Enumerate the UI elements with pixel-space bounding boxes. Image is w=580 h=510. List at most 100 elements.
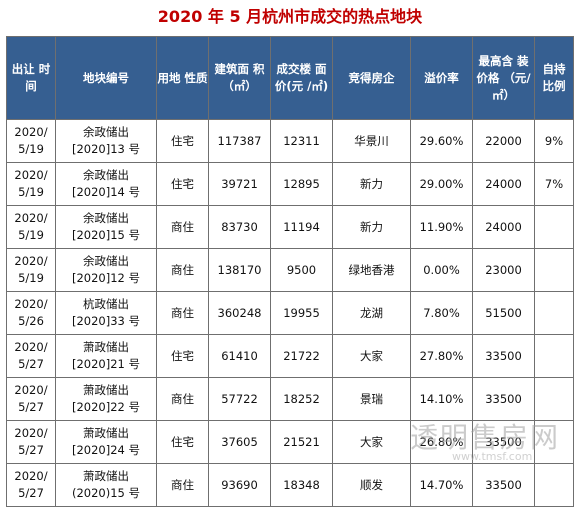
- cell-area: 61410: [208, 334, 271, 378]
- table-body: 2020/5/19 余政储出 [2020]13 号住宅 117387 12311 华景川 2…: [6, 119, 574, 507]
- cell-self-hold: 7%: [534, 162, 574, 206]
- cell-max-price: 22000: [472, 119, 535, 163]
- cell-use: 商住: [156, 205, 209, 249]
- cell-plot: 余政储出 [2020]14 号: [55, 162, 157, 206]
- cell-area: 83730: [208, 205, 271, 249]
- page-title: 2020 年 5 月杭州市成交的热点地块: [157, 7, 423, 26]
- cell-use: 商住: [156, 463, 209, 507]
- cell-plot: 萧政储出 [2020]21 号: [55, 334, 157, 378]
- cell-company: 大家: [332, 420, 411, 464]
- cell-plot: 萧政储出 [2020]24 号: [55, 420, 157, 464]
- header-row: 出让 时间 地块编号 用地 性质 建筑面 积（㎡） 成交楼 面价(元 /㎡) 竞…: [6, 36, 574, 120]
- cell-price: 12895: [270, 162, 333, 206]
- header-use: 用地 性质: [156, 36, 209, 120]
- table-row: 2020/5/19 余政储出 [2020]12 号商住 138170 9500 绿地香港 0…: [6, 248, 574, 292]
- header-date: 出让 时间: [6, 36, 56, 120]
- cell-self-hold: [534, 420, 574, 464]
- cell-date: 2020/5/19: [6, 248, 56, 292]
- table-row: 2020/5/27 萧政储出 [2020]22 号商住 57722 18252 景瑞 14.…: [6, 377, 574, 421]
- cell-company: 大家: [332, 334, 411, 378]
- cell-use: 商住: [156, 248, 209, 292]
- header-company: 竞得房企: [332, 36, 411, 120]
- cell-area: 57722: [208, 377, 271, 421]
- cell-plot: 萧政储出 (2020)15 号: [55, 463, 157, 507]
- cell-use: 住宅: [156, 119, 209, 163]
- cell-max-price: 33500: [472, 334, 535, 378]
- cell-date: 2020/5/19: [6, 162, 56, 206]
- table-row: 2020/5/19 余政储出 [2020]15 号商住 83730 11194 新力 11.…: [6, 205, 574, 249]
- cell-use: 商住: [156, 291, 209, 335]
- cell-plot: 余政储出 [2020]15 号: [55, 205, 157, 249]
- cell-date: 2020/5/26: [6, 291, 56, 335]
- cell-use: 住宅: [156, 334, 209, 378]
- cell-price: 18252: [270, 377, 333, 421]
- header-area: 建筑面 积（㎡）: [208, 36, 271, 120]
- cell-company: 华景川: [332, 119, 411, 163]
- cell-area: 93690: [208, 463, 271, 507]
- header-plot: 地块编号: [55, 36, 157, 120]
- table-row: 2020/5/19 余政储出 [2020]13 号住宅 117387 12311 华景川 2…: [6, 119, 574, 163]
- cell-area: 138170: [208, 248, 271, 292]
- cell-price: 11194: [270, 205, 333, 249]
- cell-self-hold: [534, 248, 574, 292]
- cell-self-hold: [534, 463, 574, 507]
- cell-price: 21722: [270, 334, 333, 378]
- cell-self-hold: [534, 334, 574, 378]
- cell-date: 2020/5/27: [6, 334, 56, 378]
- table-row: 2020/5/27 萧政储出 [2020]24 号住宅 37605 21521 大家 26.…: [6, 420, 574, 464]
- cell-max-price: 24000: [472, 205, 535, 249]
- cell-price: 12311: [270, 119, 333, 163]
- cell-premium: 14.70%: [410, 463, 473, 507]
- cell-date: 2020/5/19: [6, 205, 56, 249]
- cell-plot: 余政储出 [2020]12 号: [55, 248, 157, 292]
- cell-max-price: 23000: [472, 248, 535, 292]
- header-max-price: 最高含 装价格 （元/ ㎡）: [472, 36, 535, 120]
- cell-max-price: 51500: [472, 291, 535, 335]
- cell-use: 住宅: [156, 420, 209, 464]
- cell-company: 绿地香港: [332, 248, 411, 292]
- cell-date: 2020/5/19: [6, 119, 56, 163]
- table-row: 2020/5/19 余政储出 [2020]14 号住宅 39721 12895 新力 29.…: [6, 162, 574, 206]
- header-self-hold: 自持 比例: [534, 36, 574, 120]
- cell-plot: 余政储出 [2020]13 号: [55, 119, 157, 163]
- watermark-url: www.tmsf.com: [452, 450, 533, 463]
- cell-price: 18348: [270, 463, 333, 507]
- cell-plot: 杭政储出 [2020]33 号: [55, 291, 157, 335]
- cell-premium: 29.60%: [410, 119, 473, 163]
- cell-price: 9500: [270, 248, 333, 292]
- table-row: 2020/5/26 杭政储出 [2020]33 号商住 360248 19955 龙湖 7.…: [6, 291, 574, 335]
- cell-use: 商住: [156, 377, 209, 421]
- cell-area: 39721: [208, 162, 271, 206]
- table-row: 2020/5/27 萧政储出 (2020)15 号商住 93690 18348 顺发 14.…: [6, 463, 574, 507]
- cell-company: 新力: [332, 205, 411, 249]
- cell-premium: 0.00%: [410, 248, 473, 292]
- cell-premium: 26.80%: [410, 420, 473, 464]
- cell-price: 19955: [270, 291, 333, 335]
- cell-premium: 11.90%: [410, 205, 473, 249]
- cell-area: 117387: [208, 119, 271, 163]
- cell-premium: 27.80%: [410, 334, 473, 378]
- cell-company: 龙湖: [332, 291, 411, 335]
- cell-company: 顺发: [332, 463, 411, 507]
- cell-company: 新力: [332, 162, 411, 206]
- cell-date: 2020/5/27: [6, 420, 56, 464]
- cell-plot: 萧政储出 [2020]22 号: [55, 377, 157, 421]
- cell-self-hold: 9%: [534, 119, 574, 163]
- table-row: 2020/5/27 萧政储出 [2020]21 号住宅 61410 21722 大家 27.…: [6, 334, 574, 378]
- cell-max-price: 33500: [472, 463, 535, 507]
- cell-premium: 7.80%: [410, 291, 473, 335]
- cell-max-price: 24000: [472, 162, 535, 206]
- cell-premium: 29.00%: [410, 162, 473, 206]
- cell-self-hold: [534, 377, 574, 421]
- watermark-text: 透明售房网: [410, 421, 561, 454]
- land-table: 出让 时间 地块编号 用地 性质 建筑面 积（㎡） 成交楼 面价(元 /㎡) 竞…: [6, 36, 574, 507]
- cell-self-hold: [534, 205, 574, 249]
- cell-price: 21521: [270, 420, 333, 464]
- cell-area: 37605: [208, 420, 271, 464]
- header-price: 成交楼 面价(元 /㎡): [270, 36, 333, 120]
- header-premium: 溢价率: [410, 36, 473, 120]
- cell-self-hold: [534, 291, 574, 335]
- cell-company: 景瑞: [332, 377, 411, 421]
- cell-use: 住宅: [156, 162, 209, 206]
- cell-max-price: 33500: [472, 377, 535, 421]
